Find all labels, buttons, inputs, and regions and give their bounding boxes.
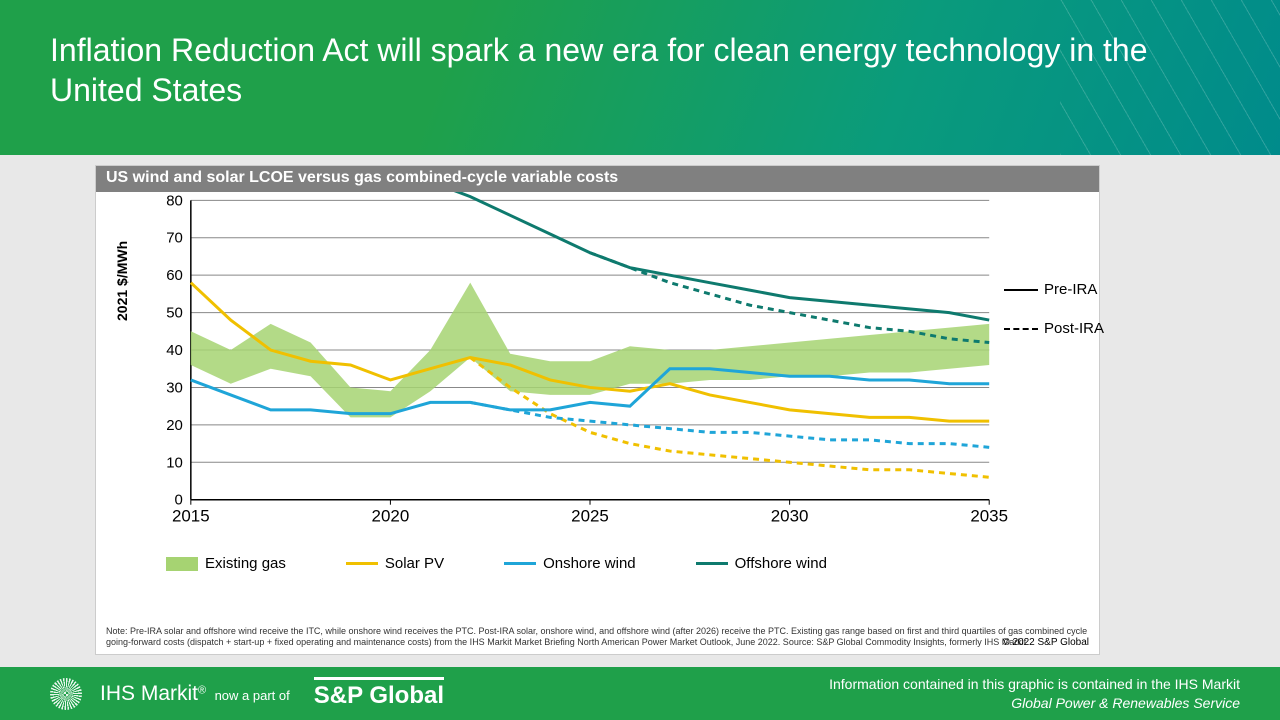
ihs-label: IHS Markit xyxy=(100,682,198,705)
svg-text:30: 30 xyxy=(166,379,183,396)
post-ira-label: Post-IRA xyxy=(1044,320,1104,337)
line-chart-svg: 0102030405060708020152020202520302035 xyxy=(106,192,1089,532)
svg-text:20: 20 xyxy=(166,417,183,434)
chart-card: US wind and solar LCOE versus gas combin… xyxy=(95,165,1100,655)
svg-text:40: 40 xyxy=(166,342,183,359)
footer-line2: Global Power & Renewables Service xyxy=(1011,695,1240,711)
svg-text:50: 50 xyxy=(166,305,183,322)
title-header: Inflation Reduction Act will spark a new… xyxy=(0,0,1280,155)
svg-text:2015: 2015 xyxy=(172,507,210,526)
svg-text:2035: 2035 xyxy=(970,507,1008,526)
legend-gas: Existing gas xyxy=(166,555,286,572)
ihs-brand: IHS Markit® now a part of xyxy=(100,682,290,706)
plot-area: 0102030405060708020152020202520302035 xyxy=(106,192,1089,532)
pre-ira-line-icon xyxy=(1004,289,1038,291)
series-legend: Existing gas Solar PV Onshore wind Offsh… xyxy=(166,555,1089,572)
legend-onshore: Onshore wind xyxy=(504,555,636,572)
legend-onshore-label: Onshore wind xyxy=(543,555,636,572)
now-part-label: now a part of xyxy=(215,688,290,703)
ihs-globe-icon xyxy=(50,678,82,710)
svg-text:70: 70 xyxy=(166,230,183,247)
svg-text:2020: 2020 xyxy=(372,507,410,526)
svg-text:80: 80 xyxy=(166,192,183,209)
svg-text:2025: 2025 xyxy=(571,507,609,526)
footer-bar: IHS Markit® now a part of S&P Global Inf… xyxy=(0,667,1280,720)
pre-ira-label: Pre-IRA xyxy=(1044,281,1097,298)
svg-text:10: 10 xyxy=(166,454,183,471)
chart-title: US wind and solar LCOE versus gas combin… xyxy=(96,166,1099,192)
chart-notes: Note: Pre-IRA solar and offshore wind re… xyxy=(106,626,1089,649)
solar-swatch-icon xyxy=(346,562,378,565)
legend-offshore-label: Offshore wind xyxy=(735,555,827,572)
ira-legend: Pre-IRA Post-IRA xyxy=(1004,281,1104,359)
onshore-swatch-icon xyxy=(504,562,536,565)
main-content: US wind and solar LCOE versus gas combin… xyxy=(0,155,1280,667)
legend-solar-label: Solar PV xyxy=(385,555,444,572)
legend-solar: Solar PV xyxy=(346,555,444,572)
svg-text:60: 60 xyxy=(166,267,183,284)
post-ira-line-icon xyxy=(1004,328,1038,330)
legend-gas-label: Existing gas xyxy=(205,555,286,572)
page-title: Inflation Reduction Act will spark a new… xyxy=(50,30,1230,110)
footer-line1: Information contained in this graphic is… xyxy=(829,675,1240,694)
svg-text:2030: 2030 xyxy=(771,507,809,526)
offshore-swatch-icon xyxy=(696,562,728,565)
copyright: © 2022 S&P Global xyxy=(1002,637,1089,648)
footer-attribution: Information contained in this graphic is… xyxy=(829,675,1240,713)
gas-swatch-icon xyxy=(166,557,198,571)
sp-global-label: S&P Global xyxy=(314,677,444,710)
legend-offshore: Offshore wind xyxy=(696,555,827,572)
